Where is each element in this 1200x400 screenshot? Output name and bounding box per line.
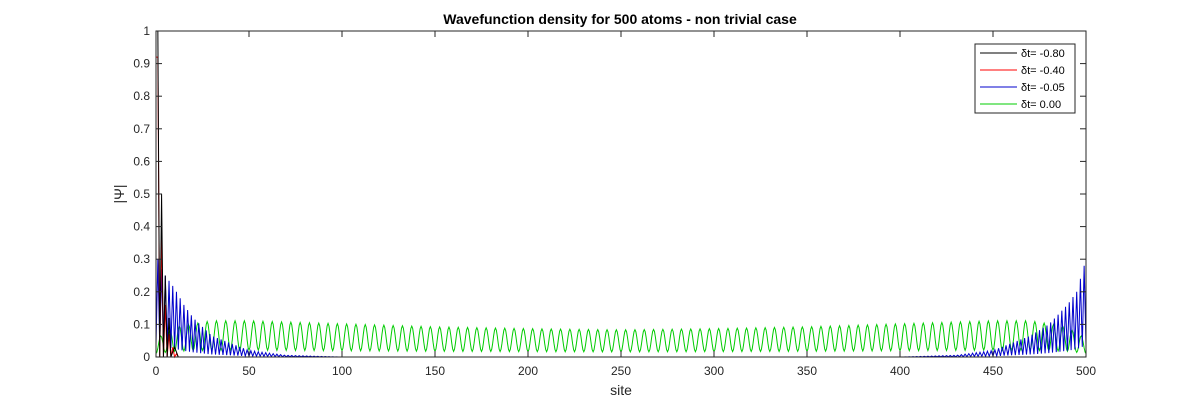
y-tick-label-3: 0.3 — [133, 252, 150, 266]
ticks-layer: 0 50 100 150 200 250 300 350 400 450 500 0 0.1 0.2 0.3… — [133, 24, 1096, 378]
legend-label-0: δt= -0.80 — [1021, 48, 1065, 60]
y-tick-label-8: 0.8 — [133, 89, 150, 103]
x-tick-label-9: 450 — [983, 364, 1003, 378]
y-tick-label-10: 1 — [143, 24, 150, 38]
x-tick-label-4: 200 — [518, 364, 538, 378]
x-axis-label: site — [610, 382, 632, 398]
x-tick-label-5: 250 — [611, 364, 631, 378]
legend-box — [974, 43, 1076, 114]
x-tick-label-8: 400 — [890, 364, 910, 378]
legend-label-1: δt= -0.40 — [1021, 65, 1065, 77]
x-tick-label-1: 50 — [242, 364, 256, 378]
x-tick-label-0: 0 — [153, 364, 160, 378]
legend-entry-3: δt= 0.00 — [980, 99, 1061, 111]
y-tick-label-5: 0.5 — [133, 187, 150, 201]
x-tick-label-3: 150 — [425, 364, 445, 378]
x-tick-label-6: 300 — [704, 364, 724, 378]
x-tick-label-2: 100 — [332, 364, 352, 378]
y-tick-label-0: 0 — [143, 350, 150, 364]
legend: δt= -0.80 δt= -0.40 δt= -0.05 δt= 0.00 — [974, 43, 1076, 114]
y-tick-label-7: 0.7 — [133, 122, 150, 136]
x-tick-label-10: 500 — [1076, 364, 1096, 378]
x-tick-label-7: 350 — [797, 364, 817, 378]
legend-entry-1: δt= -0.40 — [980, 65, 1065, 77]
legend-label-3: δt= 0.00 — [1021, 99, 1061, 111]
plot-area — [156, 31, 1086, 357]
y-tick-label-4: 0.4 — [133, 220, 150, 234]
legend-entry-0: δt= -0.80 — [980, 48, 1065, 60]
chart-title: Wavefunction density for 500 atoms - non… — [443, 11, 797, 27]
legend-label-2: δt= -0.05 — [1021, 82, 1065, 94]
y-tick-label-1: 0.1 — [133, 317, 150, 331]
y-tick-label-9: 0.9 — [133, 57, 150, 71]
legend-entry-2: δt= -0.05 — [980, 82, 1065, 94]
y-axis-label: |Ψ| — [111, 185, 127, 204]
y-tick-label-6: 0.6 — [133, 154, 150, 168]
y-tick-label-2: 0.2 — [133, 285, 150, 299]
